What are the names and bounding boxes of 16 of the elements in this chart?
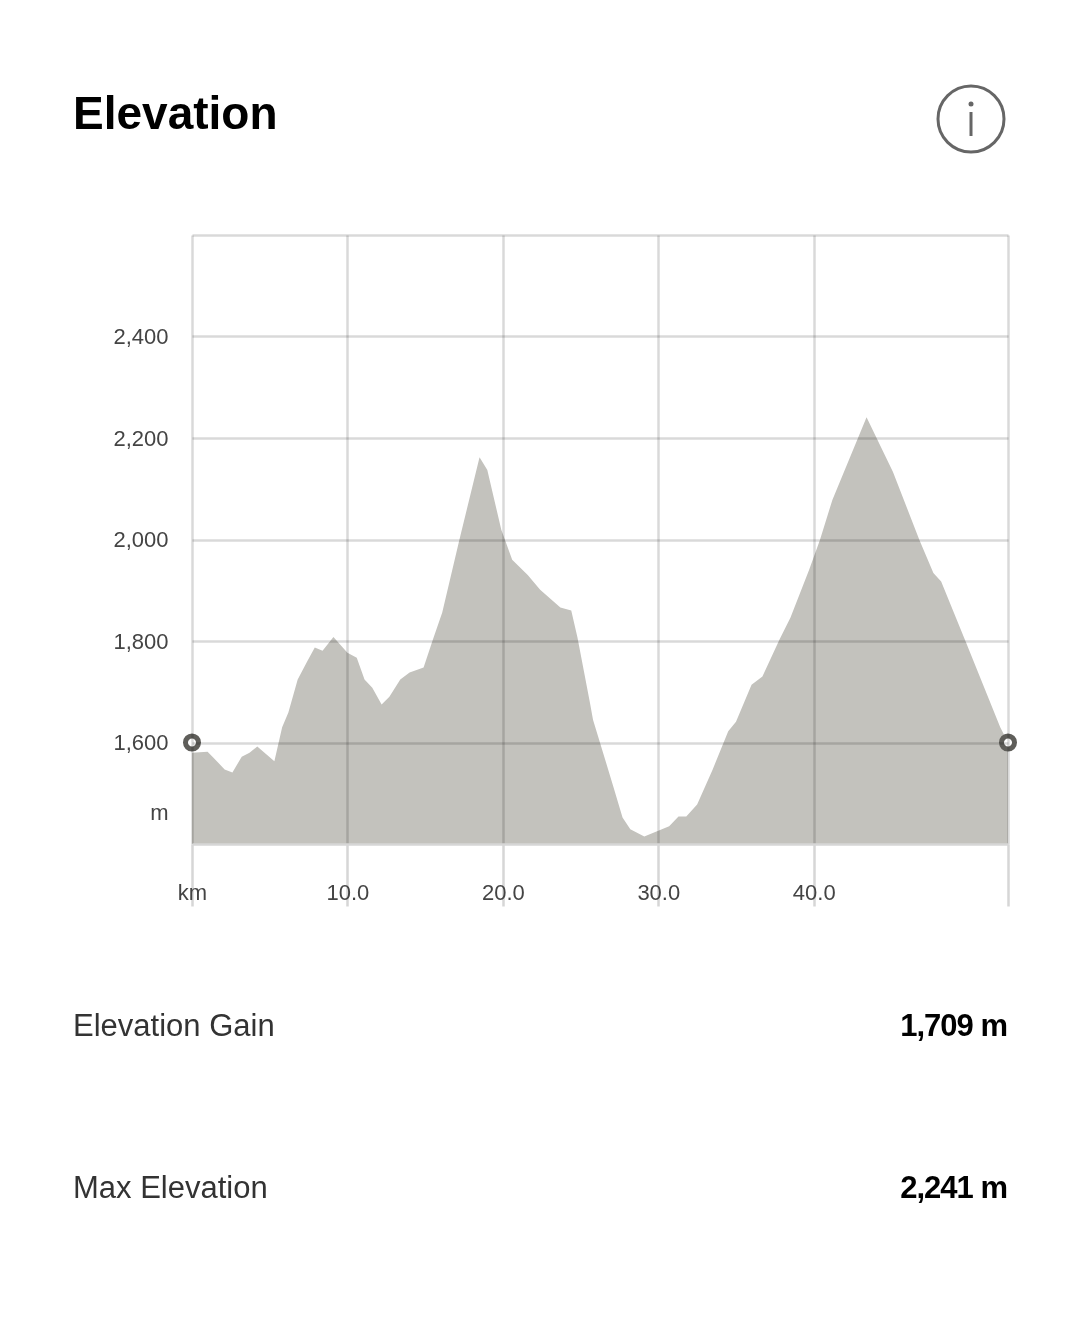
x-tick-label: 10.0 [326, 879, 370, 905]
y-tick-label: 1,800 [113, 628, 169, 654]
x-tick-label: 30.0 [637, 879, 681, 905]
y-axis-title: m [150, 799, 169, 825]
text: 1,709 m [900, 1007, 1007, 1045]
y-tick-label: 1,600 [113, 730, 169, 755]
x-tick-label: 40.0 [792, 879, 836, 905]
y-tick-label: 2,200 [113, 425, 169, 451]
y-tick-label: 2,400 [113, 324, 169, 349]
chart-title: Elevation [73, 87, 278, 139]
text: Max Elevation [73, 1169, 268, 1207]
x-tick-label: km [177, 879, 208, 905]
y-tick-label: 2,000 [113, 527, 169, 552]
text: Elevation Gain [73, 1007, 275, 1045]
text: 2,241 m [900, 1169, 1007, 1207]
x-tick-label: 20.0 [481, 879, 525, 905]
